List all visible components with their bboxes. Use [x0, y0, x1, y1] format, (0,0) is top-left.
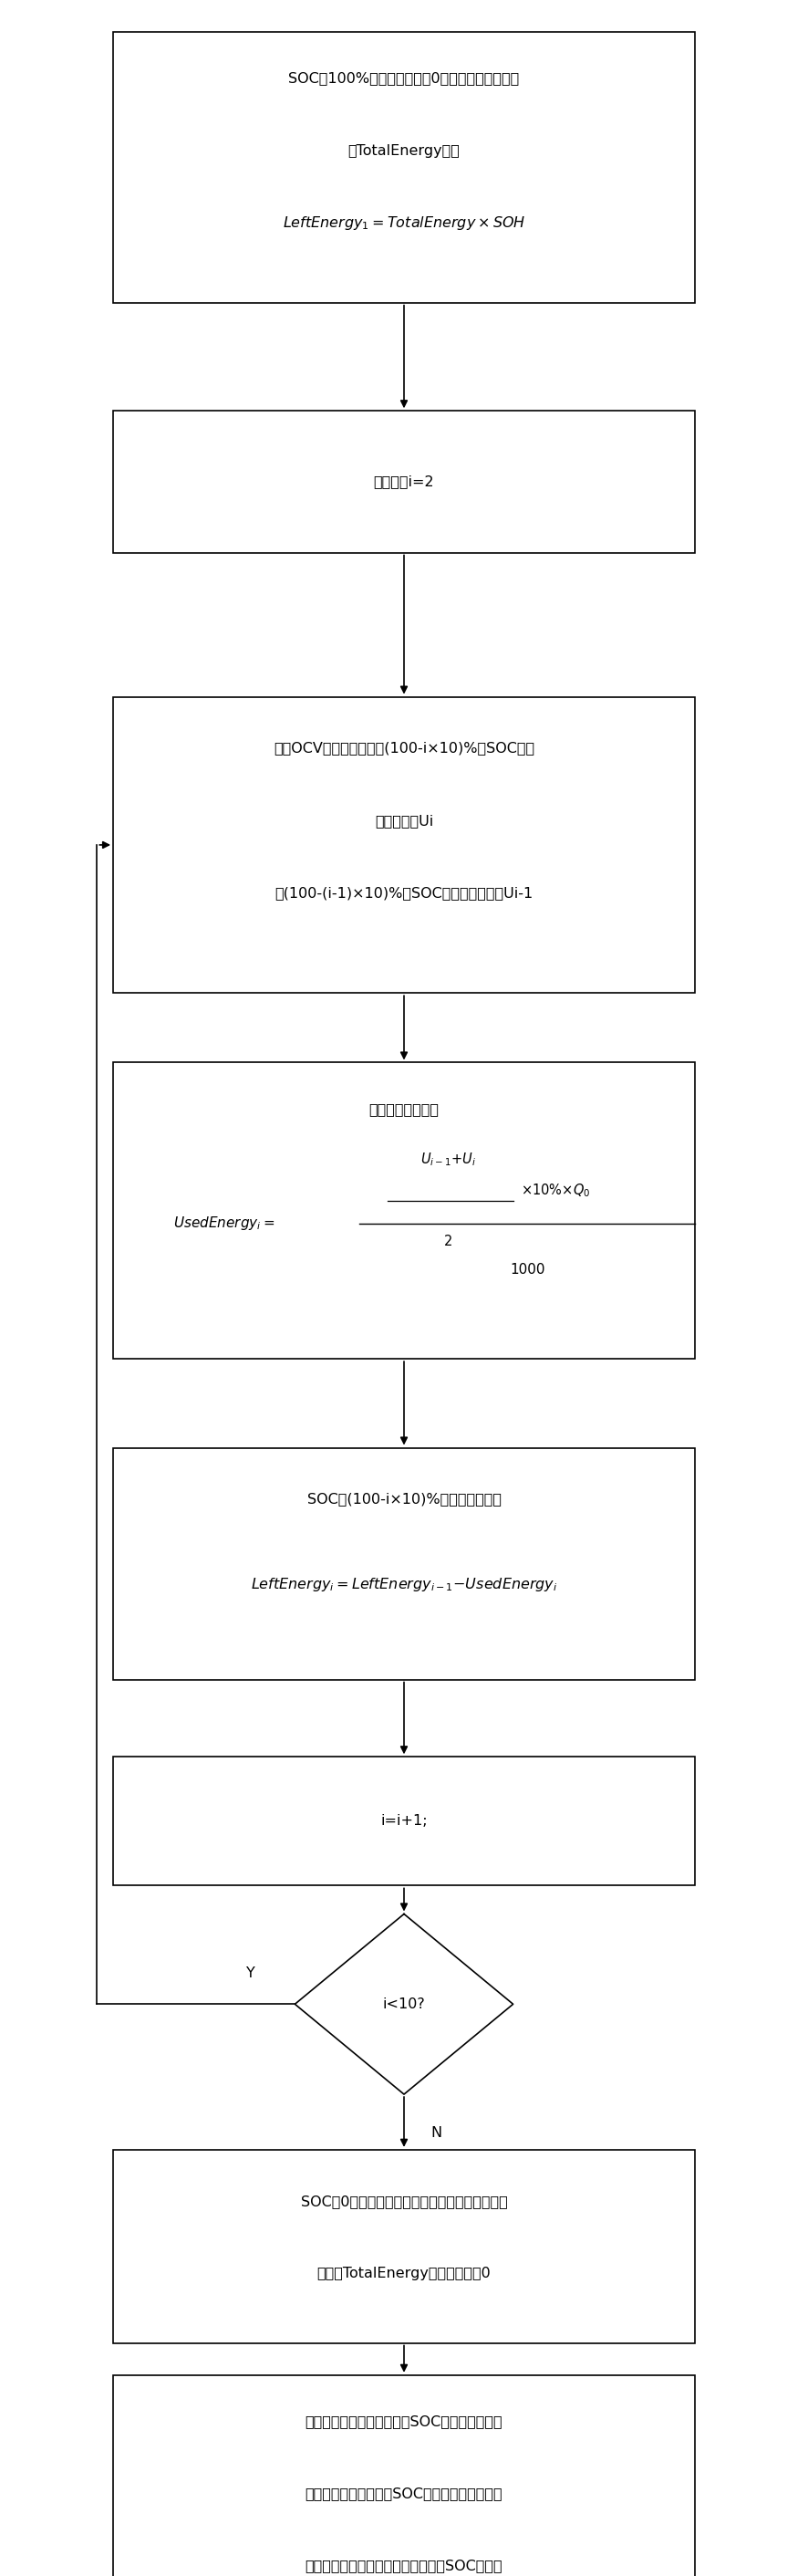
Text: 根据OCV数据得到，得到(100-i×10)%的SOC对应: 根据OCV数据得到，得到(100-i×10)%的SOC对应: [274, 742, 534, 755]
Bar: [113, 2375, 695, 2576]
Bar: [113, 2148, 695, 2344]
Text: 2: 2: [444, 1234, 452, 1249]
Text: 量TotalEnergy，即: 量TotalEnergy，即: [348, 144, 460, 157]
Text: SOC为(100-i×10)%时，剩余能量为: SOC为(100-i×10)%时，剩余能量为: [307, 1492, 501, 1507]
Text: 定能量TotalEnergy，剩余能量为0: 定能量TotalEnergy，剩余能量为0: [317, 2267, 491, 2280]
Bar: [113, 1448, 695, 1680]
Text: 计算已消耗的能量: 计算已消耗的能量: [369, 1103, 439, 1115]
Bar: [113, 31, 695, 301]
Text: $\mathit{\times}10\%\mathit{\times Q}_0$: $\mathit{\times}10\%\mathit{\times Q}_0$: [521, 1182, 591, 1198]
Text: 该温度下的剩余能量和SOC的关系，重复上述步: 该温度下的剩余能量和SOC的关系，重复上述步: [305, 2486, 503, 2501]
Bar: [113, 698, 695, 992]
Bar: [113, 410, 695, 554]
Text: 和(100-(i-1)×10)%的SOC对应的开路电压Ui-1: 和(100-(i-1)×10)%的SOC对应的开路电压Ui-1: [275, 886, 533, 899]
Bar: [113, 1061, 695, 1360]
Text: $\mathit{U}_{i-1}\mathit{+U}_i$: $\mathit{U}_{i-1}\mathit{+U}_i$: [421, 1151, 476, 1167]
Text: 的开路电压Ui: 的开路电压Ui: [375, 814, 433, 827]
Text: $\mathit{UsedEnergy}_i=$: $\mathit{UsedEnergy}_i=$: [174, 1216, 276, 1231]
Bar: [113, 1757, 695, 1886]
Text: i=i+1;: i=i+1;: [381, 1814, 427, 1829]
Text: SOC为0时，消耗能量为额定能量，剩余能量为额: SOC为0时，消耗能量为额定能量，剩余能量为额: [301, 2195, 507, 2208]
Text: SOC为100%时，消耗能量为0，剩余能量为额定能: SOC为100%时，消耗能量为0，剩余能量为额定能: [288, 72, 520, 85]
Text: $\mathit{LeftEnergy}_1\mathit{=TotalEnergy\times SOH}$: $\mathit{LeftEnergy}_1\mathit{=TotalEner…: [283, 214, 525, 232]
Text: N: N: [431, 2125, 442, 2141]
Text: 根据计算得到的剩余能量和SOC关系，即可得到: 根据计算得到的剩余能量和SOC关系，即可得到: [305, 2414, 503, 2429]
Text: Y: Y: [246, 1965, 255, 1981]
Text: i<10?: i<10?: [383, 1996, 425, 2012]
Text: 1000: 1000: [510, 1262, 545, 1278]
Text: 循环次数i=2: 循环次数i=2: [373, 474, 435, 489]
Text: $\mathit{LeftEnergy}_i\mathit{=LeftEnergy}_{i-1}\mathit{-UsedEnergy}_i$: $\mathit{LeftEnergy}_i\mathit{=LeftEnerg…: [250, 1577, 558, 1592]
Text: 骤即可得到不同温度下的剩余能量和SOC的关系: 骤即可得到不同温度下的剩余能量和SOC的关系: [305, 2558, 503, 2573]
